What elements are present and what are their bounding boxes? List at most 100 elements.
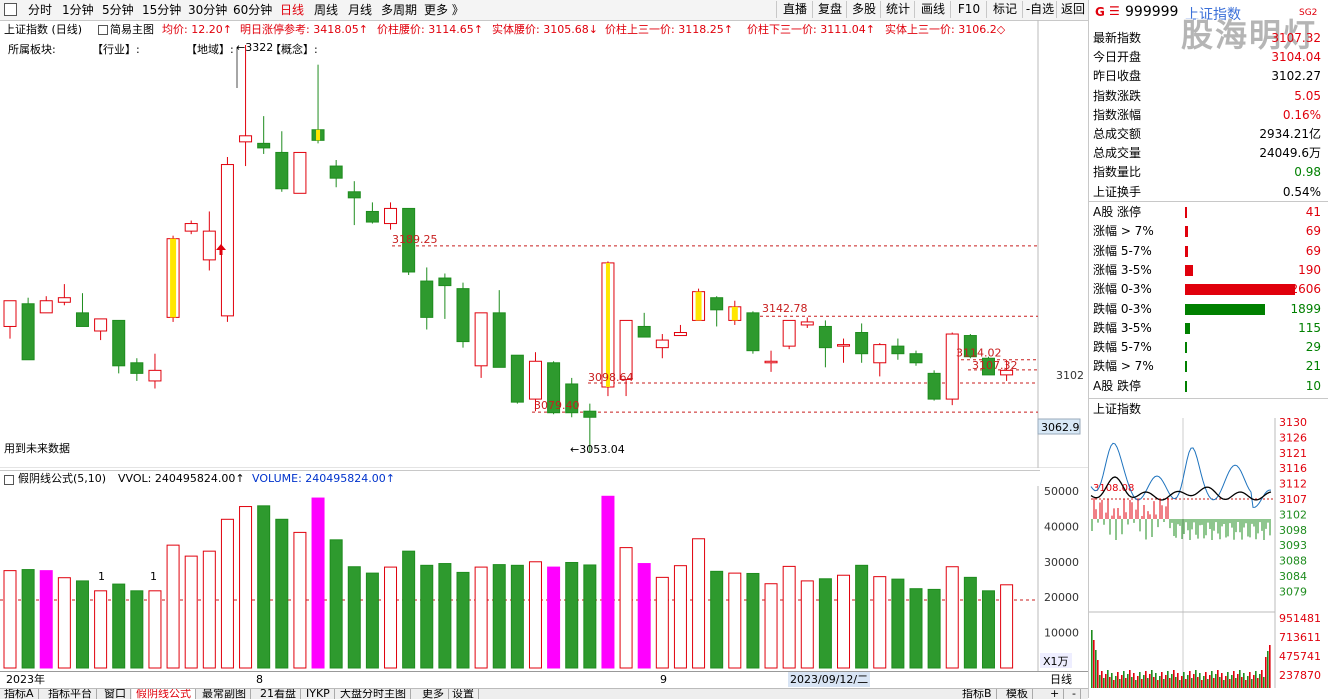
candle[interactable] [891,338,905,360]
candle[interactable] [510,354,524,404]
period-tab-9[interactable]: 多周期 [381,3,418,17]
candle[interactable] [148,353,162,389]
candle[interactable] [855,323,869,363]
candle[interactable] [420,267,434,330]
window-icon[interactable] [4,3,17,16]
toolbar-button-2[interactable]: 多股 [846,1,881,18]
candle[interactable] [402,207,416,276]
candle[interactable] [583,403,597,453]
toolbar-button-1[interactable]: 复盘 [812,1,847,18]
candle[interactable] [963,334,977,359]
candle[interactable] [275,131,289,192]
candle[interactable] [710,296,724,327]
period-tab-5[interactable]: 60分钟 [233,3,273,17]
period-tab-3[interactable]: 15分钟 [142,3,182,17]
candle[interactable] [438,273,452,319]
period-tab-10[interactable]: 更多 》 [424,3,464,17]
bottom-tab-8[interactable]: 更多 [418,689,449,699]
bottom-tab-2[interactable]: 窗口 [100,689,131,699]
candle[interactable] [474,312,488,378]
period-tab-8[interactable]: 月线 [348,3,373,17]
candle[interactable] [112,319,126,374]
candle[interactable] [945,332,959,406]
volume-settings-icon[interactable] [4,475,14,485]
toolbar-button-5[interactable]: F10 [950,1,987,18]
candle[interactable] [293,151,307,194]
candle[interactable] [909,350,923,366]
toolbar-button-4[interactable]: 画线 [914,1,951,18]
candle[interactable] [800,317,814,328]
bottom-right-control-1[interactable]: 模板 [1002,689,1033,699]
period-tab-1[interactable]: 1分钟 [62,3,94,17]
candle[interactable] [818,320,832,368]
bottom-tab-4[interactable]: 最常副图 [198,689,251,699]
bottom-right-control-2[interactable]: + [1046,689,1065,699]
board-industry[interactable]: 【行业】: [92,43,140,56]
candle[interactable] [492,290,506,368]
candle[interactable] [746,311,760,354]
candle[interactable] [927,370,941,401]
candle[interactable] [347,181,361,226]
volume-chart[interactable]: 50000 40000 30000 20000 10000 1 1 X1万 [0,486,1088,672]
toolbar-button-8[interactable]: 返回 [1056,1,1089,18]
candle[interactable] [202,211,216,271]
candle[interactable] [873,343,887,377]
bottom-right-control-0[interactable]: 指标B [958,689,997,699]
bottom-tab-1[interactable]: 指标平台 [44,689,97,699]
candle[interactable] [239,45,253,167]
candle[interactable] [329,160,343,188]
candle[interactable] [311,64,325,144]
candle[interactable] [21,297,35,361]
intraday-mini-chart[interactable]: 3130 3126 3121 3116 3112 3107 3102 3098 3093 3088… [1089,418,1328,690]
bottom-tab-7[interactable]: 大盘分时主图 [336,689,411,699]
bottom-tab-0[interactable]: 指标A [0,689,39,699]
board-region[interactable]: 【地域】: [186,43,234,56]
candle[interactable] [565,377,579,418]
toolbar-button-3[interactable]: 统计 [880,1,915,18]
candle[interactable] [384,202,398,230]
candle[interactable] [981,356,995,376]
toolbar-button-6[interactable]: 标记 [986,1,1023,18]
candle[interactable] [3,300,17,339]
bottom-tab-6[interactable]: IYKP [302,689,335,699]
toolbar-button-0[interactable]: 直播 [776,1,813,18]
candle[interactable] [57,284,71,306]
candle[interactable] [601,261,615,397]
period-tab-4[interactable]: 30分钟 [188,3,228,17]
candle[interactable] [782,319,796,350]
candle[interactable] [166,235,180,322]
candle[interactable] [1000,359,1014,381]
period-tab-0[interactable]: 分时 [28,3,53,17]
period-tab[interactable]: 日线 [1050,673,1072,686]
candle[interactable] [655,334,669,359]
bottom-tab-3[interactable]: 假阴线公式 [132,689,196,699]
candle[interactable] [837,338,851,363]
period-tab-7[interactable]: 周线 [314,3,339,17]
board-concept[interactable]: 【概念】: [270,43,318,56]
candle[interactable] [39,296,53,314]
candle[interactable] [547,361,561,415]
menu-icon[interactable]: ☰ [1109,4,1120,18]
bottom-tab-5[interactable]: 21看盘 [256,689,301,699]
chart-type-icon[interactable] [98,25,108,35]
toolbar-button-7[interactable]: -自选 [1022,1,1057,18]
candle[interactable] [130,358,144,381]
volume-indicator-name[interactable]: 假阴线公式(5,10) [18,472,107,485]
chart-type-select[interactable]: 简易主图 [110,23,154,36]
candle[interactable] [692,288,706,321]
period-tab-2[interactable]: 5分钟 [102,3,134,17]
candle[interactable] [365,202,379,224]
candle[interactable] [619,319,633,397]
candle[interactable] [75,293,89,327]
candle[interactable] [673,324,687,337]
candle[interactable] [528,352,542,412]
bottom-tab-9[interactable]: 设置 [448,689,479,699]
candle[interactable] [257,116,271,154]
group-icon[interactable]: G [1095,5,1105,19]
period-tab-6[interactable]: 日线 [280,3,305,17]
candle[interactable] [728,300,742,325]
candle[interactable] [184,220,198,235]
candle[interactable] [637,312,651,338]
candle[interactable] [94,318,108,341]
